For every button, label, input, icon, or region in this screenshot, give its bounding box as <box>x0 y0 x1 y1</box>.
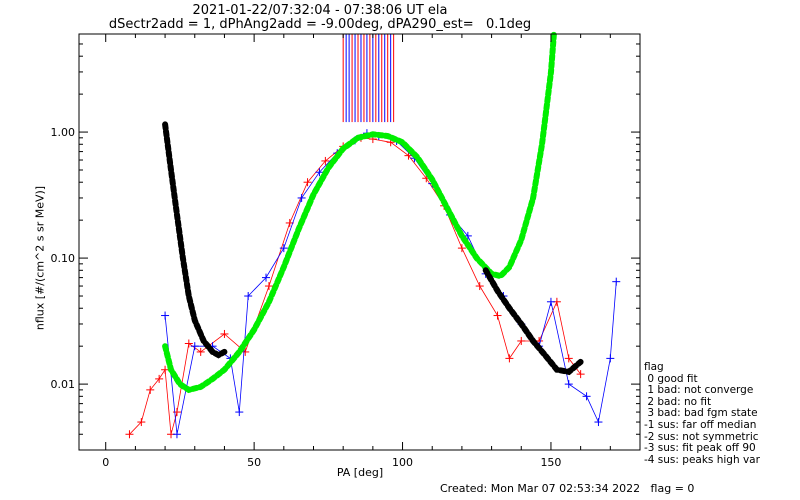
chart-title: 2021-01-22/07:32:04 - 07:38:06 UT ela <box>192 3 448 18</box>
data-point <box>475 282 484 291</box>
black-fit-curve <box>162 121 228 359</box>
fit-curves <box>162 31 584 394</box>
data-point <box>303 178 312 187</box>
vertical-marker-lines <box>342 34 395 123</box>
legend-item: 2 bad: no fit <box>644 395 712 408</box>
data-point <box>457 244 466 253</box>
legend-item: 0 good fit <box>644 372 698 385</box>
data-point <box>564 380 573 389</box>
plot-frame <box>78 33 641 451</box>
legend-item: -2 sus: not symmetric <box>644 430 759 443</box>
black-fit-curve <box>482 267 584 376</box>
data-point <box>172 430 181 439</box>
data-point <box>594 418 603 427</box>
legend-item: -4 sus: peaks high var <box>644 453 760 466</box>
y-tick-label: 0.01 <box>51 378 76 391</box>
data-point <box>546 297 555 306</box>
y-axis-label: nflux [#/(cm^2 s sr MeV)] <box>33 185 47 331</box>
data-point <box>161 311 170 320</box>
blue-series-line <box>164 132 617 435</box>
data-point <box>606 354 615 363</box>
data-point <box>279 244 288 253</box>
data-point <box>190 342 199 351</box>
x-tick-label: 50 <box>247 456 261 469</box>
data-point <box>582 392 591 401</box>
data-point <box>184 339 193 348</box>
x-axis-label: PA [deg] <box>336 466 384 479</box>
chart-subtitle: dSectr2add = 1, dPhAng2add = -9.00deg, d… <box>108 17 532 32</box>
data-point <box>493 311 502 320</box>
data-point <box>315 168 324 177</box>
data-point <box>321 156 330 165</box>
data-point <box>576 370 585 379</box>
legend-item: 1 bad: not converge <box>644 384 754 397</box>
flag-legend: flag 0 good fit 1 bad: not converge 2 ba… <box>644 361 760 466</box>
data-point <box>137 418 146 427</box>
data-point <box>244 292 253 301</box>
y-tick-label: 0.10 <box>51 252 76 265</box>
x-tick-label: 100 <box>392 456 413 469</box>
data-point <box>235 408 244 417</box>
data-point <box>196 347 205 356</box>
legend-item: 3 bad: bad fgm state <box>644 407 758 420</box>
green-fit-curve <box>162 31 557 394</box>
x-tick-label: 150 <box>540 456 561 469</box>
data-point <box>264 282 273 291</box>
data-point <box>146 385 155 394</box>
legend-item: -3 sus: fit peak off 90 <box>644 442 756 455</box>
y-tick-label: 1.00 <box>51 126 76 139</box>
data-point <box>262 273 270 282</box>
legend-item: -1 sus: far off median <box>644 418 757 431</box>
data-point <box>297 193 306 202</box>
data-point <box>612 277 621 286</box>
data-point <box>125 430 134 439</box>
data-point <box>220 329 229 338</box>
data-point <box>517 336 526 345</box>
legend-title: flag <box>644 361 664 373</box>
x-tick-label: 0 <box>102 456 109 469</box>
data-point <box>505 354 514 363</box>
data-series <box>125 129 621 439</box>
axes-ticks: 0 50 100 150 0.01 0.10 1.00 <box>51 33 641 469</box>
data-point <box>155 374 164 383</box>
data-point <box>172 408 181 417</box>
data-point <box>564 354 573 363</box>
footer-created: Created: Mon Mar 07 02:53:34 2022 flag =… <box>440 482 695 495</box>
data-point <box>161 365 170 374</box>
